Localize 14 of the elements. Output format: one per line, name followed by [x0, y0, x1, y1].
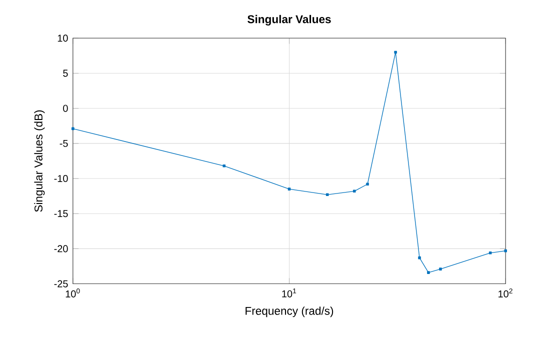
- y-tick-label: -25: [54, 280, 68, 288]
- chart-title: Singular Values: [248, 15, 331, 26]
- y-axis-title: Singular Values (dB): [34, 110, 45, 212]
- y-tick-label: -5: [60, 140, 68, 148]
- y-tick-label: 0: [63, 104, 68, 112]
- y-tick-label: -15: [54, 210, 68, 218]
- x-tick-label: 10$^{1}$: [282, 288, 296, 298]
- x-tick-label: 10$^{0}$: [66, 288, 80, 298]
- x-tick-label: 10$^{2}$: [498, 288, 512, 298]
- y-tick-label: 10: [58, 34, 68, 42]
- x-axis-title: Frequency (rad/s): [246, 306, 334, 318]
- y-tick-label: -20: [54, 245, 68, 252]
- y-tick-label: -10: [54, 175, 68, 182]
- y-tick-label: 5: [63, 70, 68, 77]
